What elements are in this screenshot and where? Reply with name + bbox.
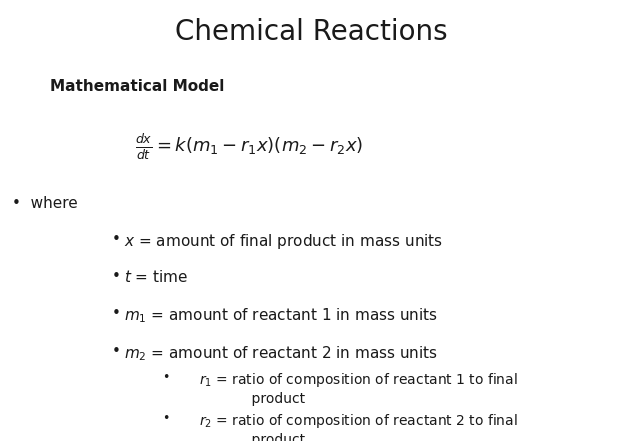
Text: $r_2$ = ratio of composition of reactant 2 to final
            product: $r_2$ = ratio of composition of reactant…: [199, 412, 518, 441]
Text: $x$ = amount of final product in mass units: $x$ = amount of final product in mass un…: [124, 232, 443, 250]
Text: $m_2$ = amount of reactant 2 in mass units: $m_2$ = amount of reactant 2 in mass uni…: [124, 344, 439, 363]
Text: $r_1$ = ratio of composition of reactant 1 to final
            product: $r_1$ = ratio of composition of reactant…: [199, 371, 518, 406]
Text: $m_1$ = amount of reactant 1 in mass units: $m_1$ = amount of reactant 1 in mass uni…: [124, 306, 439, 325]
Text: •: •: [112, 344, 121, 359]
Text: •  where: • where: [12, 196, 78, 211]
Text: $t$ = time: $t$ = time: [124, 269, 188, 285]
Text: Chemical Reactions: Chemical Reactions: [175, 18, 447, 45]
Text: •: •: [112, 269, 121, 284]
Text: •: •: [162, 371, 169, 384]
Text: Mathematical Model: Mathematical Model: [50, 79, 224, 94]
Text: •: •: [112, 306, 121, 321]
Text: •: •: [112, 232, 121, 247]
Text: •: •: [162, 412, 169, 425]
Text: $\frac{dx}{dt} = k\left(m_1 - r_1 x\right)\left(m_2 - r_2 x\right)$: $\frac{dx}{dt} = k\left(m_1 - r_1 x\righ…: [135, 132, 363, 162]
